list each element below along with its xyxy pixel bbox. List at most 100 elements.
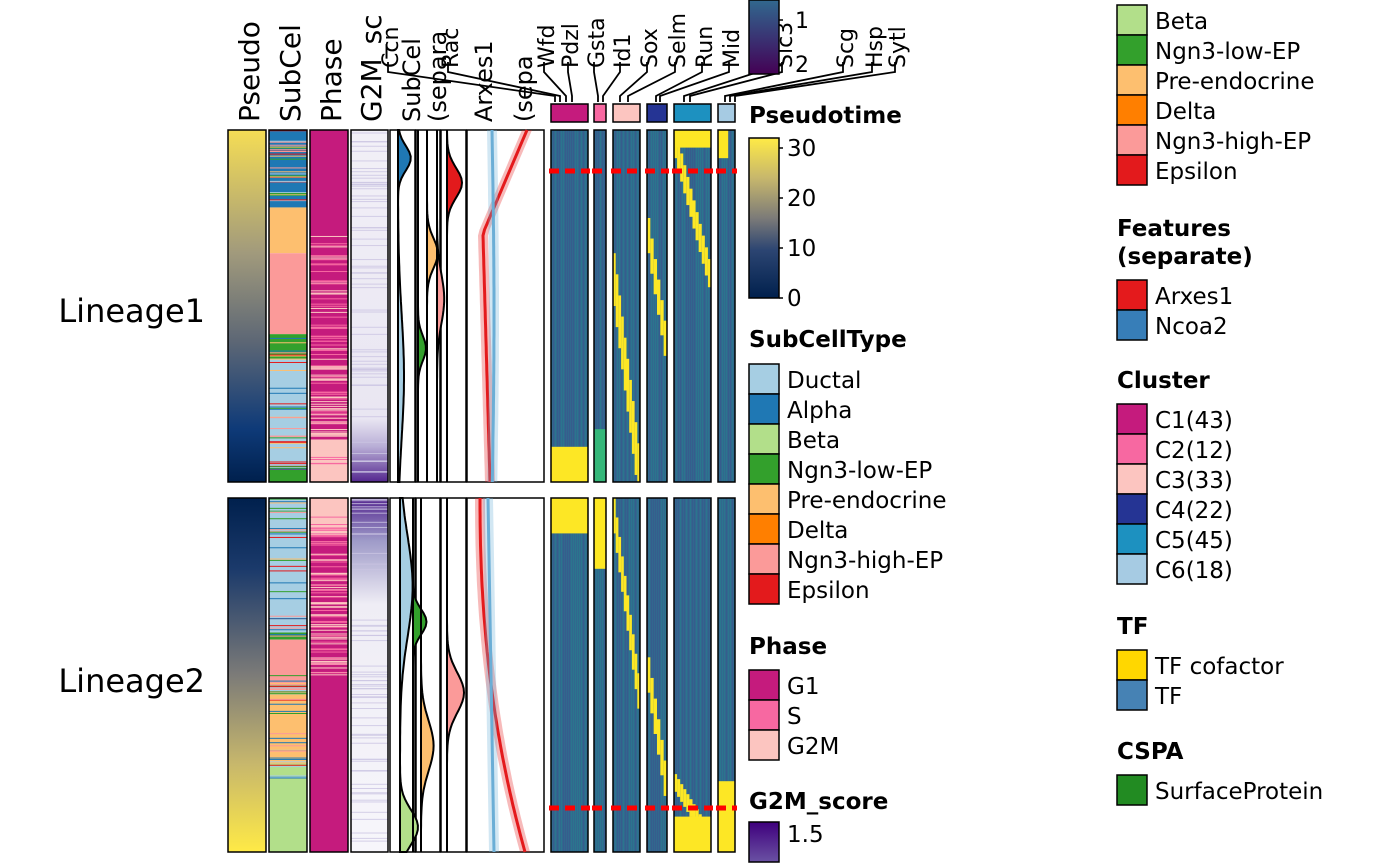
subcelltype-line (269, 582, 307, 584)
gene-connector (543, 62, 567, 102)
phase-line (310, 566, 348, 568)
heat-hot (680, 153, 684, 182)
legend-title: (separate) (1117, 244, 1253, 270)
heat-texture (694, 130, 695, 482)
g2m-line (351, 685, 388, 687)
phase-line (310, 516, 348, 518)
g2m-line (351, 326, 388, 328)
ncoa2-line (490, 129, 496, 483)
heat-texture (596, 130, 597, 482)
heat-texture (657, 498, 658, 852)
subcelltype-label: Ngn3-high-EP (787, 548, 943, 574)
legend-title: G2M_score (749, 789, 888, 815)
phase-line (310, 635, 348, 637)
phase-line (310, 354, 348, 356)
phase-line (310, 324, 348, 326)
phase-line (310, 614, 348, 616)
g2m-line (351, 416, 388, 418)
annotation-column-label: SubCel (274, 24, 307, 122)
density-epsilon (446, 129, 464, 482)
subcelltype-line (269, 387, 307, 389)
subcelltype-line (269, 687, 307, 689)
phase-line (310, 524, 348, 526)
phase-line (310, 396, 348, 398)
g2m-line (351, 360, 388, 362)
subcelltype-line (269, 529, 307, 531)
phase-line (310, 621, 348, 623)
subcelltype-swatch (748, 363, 780, 395)
heat-texture (651, 130, 652, 482)
heat-hot (657, 719, 661, 755)
gene-label: Rac (439, 28, 464, 68)
heat-texture (573, 498, 574, 852)
phase-cell (310, 533, 348, 852)
phase-line (310, 544, 348, 546)
phase-line (310, 638, 348, 640)
g2m-line (351, 141, 388, 143)
g2m-line (351, 267, 388, 269)
phase-line (310, 365, 348, 367)
heat-hot (701, 235, 705, 264)
subcelltype-line (269, 745, 307, 747)
cluster-label: C2(12) (1155, 438, 1233, 464)
heat-hot (680, 784, 684, 802)
heat-texture (557, 498, 558, 852)
subcelltype-line (269, 147, 307, 149)
subcelltype-line (269, 690, 307, 692)
phase-line (310, 458, 348, 460)
heat-texture (726, 130, 727, 482)
subcelltype-line (269, 502, 307, 504)
phase-line (310, 602, 348, 604)
gene-label: Sytl (886, 26, 911, 68)
density-ngn3-high (446, 498, 466, 852)
phase-line (310, 439, 348, 441)
heat-hot (623, 337, 627, 391)
subcelltype-line (269, 699, 307, 701)
subcelltype-line (269, 710, 307, 712)
gene-connector (734, 62, 896, 102)
phase-line (310, 585, 348, 587)
heat-texture (730, 130, 731, 482)
heat-texture (633, 498, 634, 852)
phase-line (310, 379, 348, 381)
phase-line (310, 397, 348, 399)
subcelltype-line (269, 171, 307, 173)
heat-texture (633, 130, 634, 482)
arxes1-line-band (478, 130, 532, 482)
phase-line (310, 264, 348, 266)
phase-line (310, 662, 348, 664)
subcelltype2-swatch (1116, 94, 1148, 126)
subcelltype-line (269, 182, 307, 184)
g2m-line (351, 801, 388, 803)
subcelltype-line (269, 509, 307, 511)
g2m-line (351, 630, 388, 632)
legend-title: Phase (749, 634, 827, 660)
heat-texture (619, 498, 620, 852)
phase-cell (310, 439, 348, 482)
subcelltype-line (269, 337, 307, 339)
heat-texture (623, 498, 624, 852)
heat-texture (661, 498, 662, 852)
subcelltype2-swatch (1116, 64, 1148, 96)
subcelltype-cell (269, 467, 307, 482)
g2m-line (351, 132, 388, 134)
subcelltype-line (269, 680, 307, 682)
heat-texture (686, 498, 687, 852)
heat-texture (559, 498, 560, 852)
g2m-line (351, 333, 388, 335)
subcelltype-line (269, 175, 307, 177)
subcelltype-line (269, 428, 307, 430)
pseudotime-colorbar (748, 137, 780, 299)
heat-texture (702, 130, 703, 482)
phase-line (310, 340, 348, 342)
subcelltype-line (269, 733, 307, 735)
density-ngn3-low (417, 130, 427, 482)
density-beta (399, 498, 419, 853)
phase-line (310, 553, 348, 555)
phase-line (310, 534, 348, 536)
subcelltype-line (269, 536, 307, 538)
phase-line (310, 379, 348, 381)
subcelltype-line (269, 518, 307, 520)
subcelltype-line (269, 200, 307, 202)
cluster-swatch (1116, 523, 1148, 555)
